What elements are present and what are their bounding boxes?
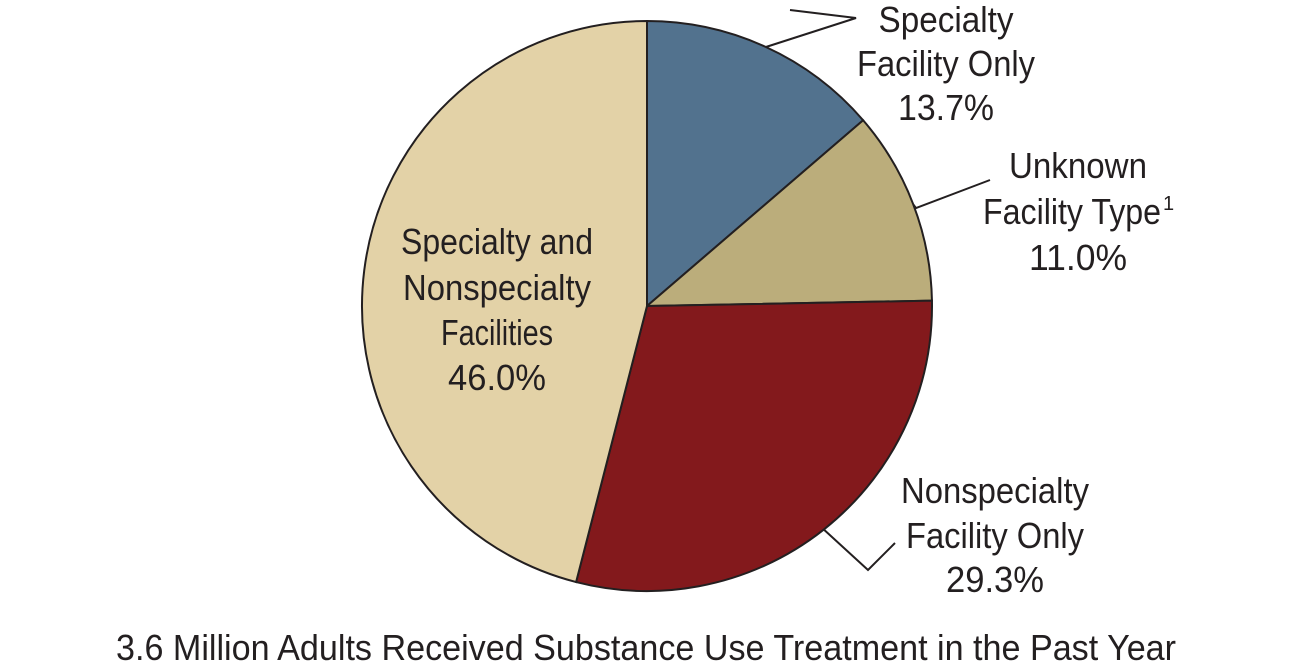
slice-label: Facility Only — [906, 515, 1084, 556]
slice-label: Facility Type — [983, 191, 1161, 232]
slice-label: Unknown — [1009, 145, 1147, 186]
slice-label: Facilities — [441, 312, 553, 353]
slice-value-label: 46.0% — [448, 357, 546, 398]
leader-line — [912, 179, 991, 210]
slice-label: Specialty and — [401, 221, 593, 262]
slice-label: Nonspecialty — [901, 470, 1089, 511]
pie-slices — [361, 19, 933, 592]
footnote-marker: 1 — [1163, 193, 1174, 215]
pie-slice-specialty-and-nonspecialty-facilities — [361, 19, 648, 584]
chart-title: 3.6 Million Adults Received Substance Us… — [116, 627, 1176, 668]
slice-value-label: 11.0% — [1029, 237, 1127, 278]
slice-label: Nonspecialty — [403, 267, 591, 308]
pie-slice-specialty-facility-only — [646, 19, 865, 309]
leader-lines — [765, 9, 991, 572]
slice-value-label: 29.3% — [946, 559, 1044, 600]
slice-value-label: 13.7% — [898, 87, 994, 128]
leader-line — [823, 528, 896, 572]
leader-line — [765, 9, 857, 48]
slice-label: Facility Only — [857, 43, 1035, 84]
slice-label: Specialty — [879, 0, 1014, 40]
pie-slice-unknown-facility-type — [644, 118, 933, 308]
pie-slice-nonspecialty-facility-only — [574, 299, 933, 592]
